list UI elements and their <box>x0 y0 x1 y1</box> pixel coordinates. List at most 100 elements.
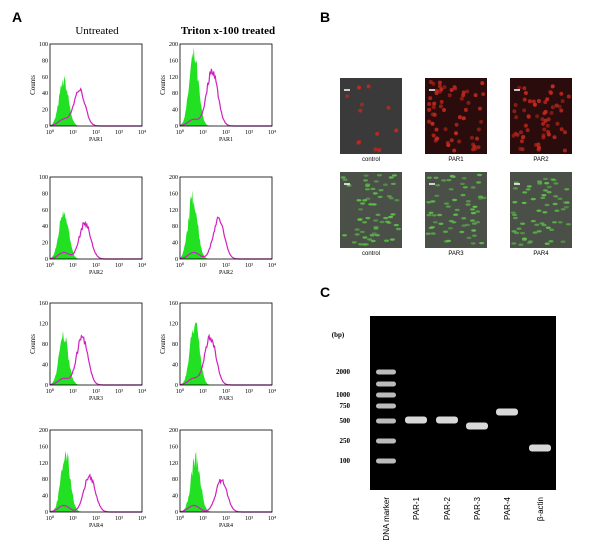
cell <box>449 88 454 92</box>
cell <box>476 181 482 184</box>
cell <box>356 140 361 145</box>
x-tick-label: 10¹ <box>69 130 77 136</box>
x-tick-label: 10⁴ <box>268 263 276 269</box>
cell <box>359 230 365 234</box>
cell <box>428 96 433 101</box>
x-tick-label: 10² <box>222 516 230 522</box>
cell <box>366 84 371 89</box>
cell <box>364 188 370 191</box>
cell <box>536 209 542 212</box>
cell <box>362 221 368 224</box>
x-tick-label: 10¹ <box>69 263 77 269</box>
cell <box>546 185 552 189</box>
cell <box>475 136 479 141</box>
cell <box>472 205 478 208</box>
cell <box>441 179 447 182</box>
x-tick-label: 10³ <box>115 389 123 395</box>
y-tick-label: 80 <box>172 477 178 483</box>
cell <box>518 243 524 246</box>
tile-label: PAR2 <box>533 157 549 163</box>
y-tick-label: 120 <box>39 322 48 328</box>
cell <box>356 199 362 202</box>
cell <box>544 203 550 207</box>
cell <box>526 185 532 188</box>
cell <box>425 232 431 235</box>
cell <box>510 211 516 214</box>
x-tick-label: 10⁴ <box>138 130 146 136</box>
cell <box>434 136 439 141</box>
cell <box>553 182 559 185</box>
cell <box>536 142 541 147</box>
cell <box>475 221 481 224</box>
cell <box>518 146 523 151</box>
cell <box>430 200 436 203</box>
cell <box>448 188 454 191</box>
cell <box>388 176 394 179</box>
x-tick-label: 10⁰ <box>46 129 55 136</box>
tile-label: control <box>362 251 380 257</box>
x-axis-label: PAR2 <box>219 270 233 276</box>
cell <box>435 184 441 187</box>
cell <box>541 223 547 227</box>
cell <box>360 202 366 205</box>
cell <box>535 114 540 119</box>
y-tick-label: 0 <box>45 257 48 263</box>
y-tick-label: 40 <box>172 363 178 369</box>
cell <box>527 99 532 104</box>
ladder-band <box>376 438 396 444</box>
tile-label: control <box>362 157 380 163</box>
x-tick-label: 10⁰ <box>46 262 55 269</box>
x-tick-label: 10⁰ <box>46 515 55 522</box>
cell <box>512 109 517 114</box>
band <box>466 422 488 430</box>
cell <box>540 196 546 200</box>
cell <box>373 180 379 183</box>
cell <box>542 111 547 116</box>
cell <box>446 143 451 148</box>
cell <box>358 108 363 113</box>
cell <box>454 208 460 212</box>
cell <box>437 84 442 89</box>
cell <box>389 238 395 241</box>
band <box>405 416 427 424</box>
cell <box>390 213 396 216</box>
x-tick-label: 10³ <box>245 389 253 395</box>
cell <box>430 226 435 229</box>
cell <box>464 223 470 227</box>
cell <box>451 221 457 224</box>
cell <box>394 128 399 133</box>
cell <box>371 203 377 206</box>
plot-frame <box>49 43 143 127</box>
y-tick-label: 0 <box>175 124 178 130</box>
y-tick-label: 160 <box>169 444 178 450</box>
cell <box>520 135 525 140</box>
ladder-band <box>376 381 396 387</box>
cell <box>382 183 388 186</box>
cell <box>476 127 481 132</box>
cell <box>438 222 444 225</box>
cell <box>549 111 554 115</box>
cell <box>465 200 471 203</box>
cell <box>466 236 472 240</box>
cell <box>360 102 364 107</box>
y-axis-label: Counts <box>159 334 167 354</box>
y-tick-label: 80 <box>42 191 48 197</box>
cell <box>384 239 389 242</box>
cell <box>543 100 548 105</box>
x-axis-label: PAR4 <box>89 523 103 529</box>
cell <box>367 238 373 241</box>
cell <box>530 197 536 201</box>
histogram-fill <box>50 210 142 259</box>
size-label: 250 <box>340 437 351 445</box>
size-label: 500 <box>340 417 351 425</box>
cell <box>431 214 437 217</box>
band <box>496 408 518 416</box>
cell <box>442 85 447 90</box>
cell <box>525 128 530 133</box>
lane-label: DNA marker <box>382 497 391 541</box>
cell <box>443 127 448 132</box>
lane-label: PAR-2 <box>443 496 452 520</box>
cell <box>520 231 525 235</box>
cell <box>444 202 449 205</box>
cell <box>363 179 368 182</box>
